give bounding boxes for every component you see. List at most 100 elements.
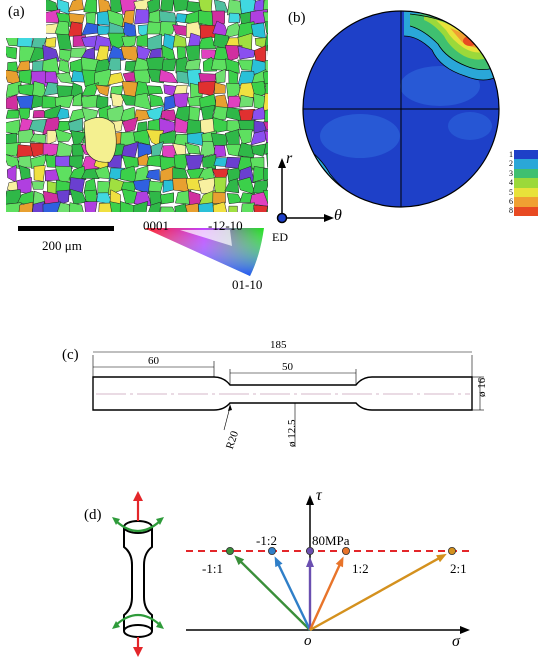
axis-r-label: r <box>286 150 293 167</box>
grain <box>237 45 256 60</box>
path-neg11-arrowhead <box>234 555 245 566</box>
panel-b-label: (b) <box>288 10 306 26</box>
grain <box>6 202 22 212</box>
grain <box>31 181 45 190</box>
grain <box>54 95 75 108</box>
grain <box>185 154 205 171</box>
grain <box>59 49 74 62</box>
grain <box>213 144 227 158</box>
grain <box>55 72 75 85</box>
grain <box>145 169 160 181</box>
grain <box>160 206 176 212</box>
grain <box>95 84 110 97</box>
grain <box>174 203 189 212</box>
grain <box>55 141 74 158</box>
grain <box>55 128 74 142</box>
grain <box>266 179 268 188</box>
ratio-label-neg11: -1:1 <box>202 561 223 576</box>
grain <box>174 117 190 134</box>
grain <box>215 68 226 84</box>
grain <box>58 59 71 74</box>
grain <box>212 201 227 212</box>
grain <box>228 12 241 23</box>
grain <box>225 58 240 74</box>
grain <box>149 93 165 108</box>
path-neg11-endpoint <box>226 547 235 556</box>
grain <box>55 107 70 121</box>
path-pos21-endpoint <box>447 547 456 556</box>
legend-value: 5 <box>509 187 513 197</box>
grain <box>253 204 268 212</box>
grain <box>160 192 175 205</box>
path-pos21 <box>309 555 443 632</box>
grain <box>81 168 100 180</box>
grain <box>184 142 201 155</box>
grain <box>17 129 35 144</box>
grain <box>6 80 22 98</box>
grain <box>262 189 268 205</box>
grain <box>56 189 70 205</box>
path-neg12-endpoint <box>268 547 277 556</box>
ed-label: ED <box>272 230 288 244</box>
grain <box>263 121 268 131</box>
grain <box>163 94 177 111</box>
grain <box>147 33 163 52</box>
grain <box>253 45 267 62</box>
grain <box>55 155 73 170</box>
grain <box>263 141 268 155</box>
legend-value: 8 <box>509 206 513 216</box>
grain <box>69 188 87 205</box>
panel-a: (a) 200 μm 0001 -12-10 01-10 <box>0 0 280 292</box>
grain <box>197 36 217 49</box>
legend-swatch <box>514 178 538 188</box>
dim-dia-gauge: ø 12.5 <box>286 419 298 448</box>
grain <box>121 35 137 49</box>
path-zero-endpoint <box>306 547 315 556</box>
grain <box>228 205 238 212</box>
grain <box>32 201 46 212</box>
grain <box>45 37 57 48</box>
panel-d: (d) τ σ o 80MPa -1:1 -1:2 1:2 2:1 <box>0 485 550 657</box>
legend-swatch <box>514 168 538 179</box>
grain <box>212 117 229 134</box>
path-pos12-endpoint <box>341 547 350 556</box>
grain <box>212 106 229 121</box>
ebsd-grain-map <box>6 0 268 212</box>
grain <box>68 13 85 24</box>
grain <box>6 94 19 111</box>
ratio-label-21: 2:1 <box>450 561 467 576</box>
origin-label: o <box>304 633 312 649</box>
grain <box>33 165 46 182</box>
grain <box>45 0 58 12</box>
panel-c: (c) 185 60 50 ø 16 ø 12.5 R20 <box>0 335 550 455</box>
grain <box>122 116 139 133</box>
large-grain <box>83 117 117 163</box>
grain <box>17 83 35 97</box>
specimen-loading-icon <box>112 491 164 657</box>
grain <box>262 0 268 12</box>
grain <box>264 130 268 144</box>
legend-value: 2 <box>509 159 513 169</box>
path-pos12-arrowhead <box>335 556 344 568</box>
grain <box>224 128 240 146</box>
axis-sigma-label: σ <box>452 633 460 650</box>
grain <box>184 203 199 212</box>
grain <box>213 176 227 195</box>
grain <box>210 132 228 147</box>
pole-figure-legend <box>514 150 538 216</box>
grain <box>262 71 268 85</box>
path-neg12-arrowhead <box>274 556 283 568</box>
grain <box>188 190 201 206</box>
panel-d-label: (d) <box>84 507 102 523</box>
grain <box>211 10 225 27</box>
grain <box>136 34 149 47</box>
grain <box>173 0 189 12</box>
legend-value: 4 <box>509 178 513 188</box>
grain <box>252 106 267 121</box>
grain <box>107 57 122 71</box>
grain <box>266 153 268 168</box>
scale-bar <box>18 226 114 231</box>
panel-c-label: (c) <box>62 347 79 363</box>
dim-total: 185 <box>270 339 287 351</box>
dim-gauge: 50 <box>282 361 293 373</box>
